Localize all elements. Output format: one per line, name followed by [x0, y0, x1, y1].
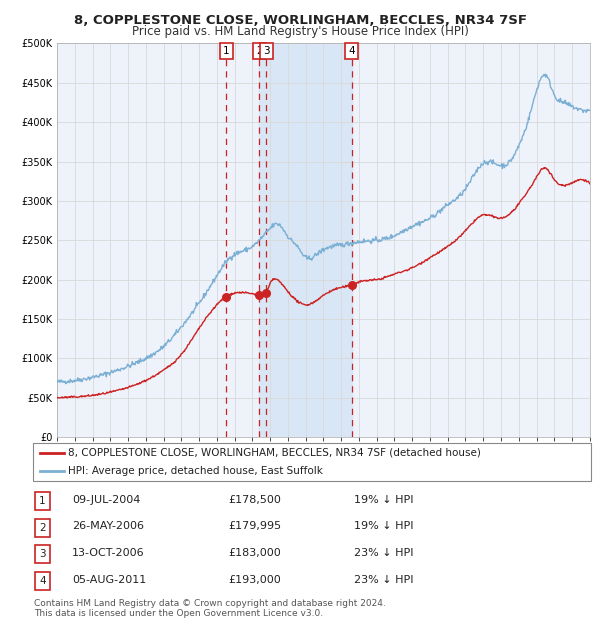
- Text: 8, COPPLESTONE CLOSE, WORLINGHAM, BECCLES, NR34 7SF: 8, COPPLESTONE CLOSE, WORLINGHAM, BECCLE…: [74, 14, 527, 27]
- Text: 4: 4: [349, 46, 355, 56]
- Text: 8, COPPLESTONE CLOSE, WORLINGHAM, BECCLES, NR34 7SF (detached house): 8, COPPLESTONE CLOSE, WORLINGHAM, BECCLE…: [68, 448, 481, 458]
- Text: 1: 1: [39, 496, 46, 506]
- Text: £193,000: £193,000: [228, 575, 281, 585]
- Text: Contains HM Land Registry data © Crown copyright and database right 2024.
This d: Contains HM Land Registry data © Crown c…: [34, 599, 386, 618]
- Text: 1: 1: [223, 46, 229, 56]
- Text: 23% ↓ HPI: 23% ↓ HPI: [354, 548, 413, 558]
- Text: 3: 3: [39, 549, 46, 559]
- Text: Price paid vs. HM Land Registry's House Price Index (HPI): Price paid vs. HM Land Registry's House …: [131, 25, 469, 38]
- Text: 2: 2: [39, 523, 46, 533]
- Bar: [259, 43, 352, 437]
- Text: £179,995: £179,995: [228, 521, 281, 531]
- Text: 3: 3: [263, 46, 270, 56]
- Text: 05-AUG-2011: 05-AUG-2011: [72, 575, 146, 585]
- Text: 19% ↓ HPI: 19% ↓ HPI: [354, 521, 413, 531]
- Text: 13-OCT-2006: 13-OCT-2006: [72, 548, 145, 558]
- Text: 23% ↓ HPI: 23% ↓ HPI: [354, 575, 413, 585]
- Text: 26-MAY-2006: 26-MAY-2006: [72, 521, 144, 531]
- Text: 4: 4: [39, 576, 46, 586]
- Text: £183,000: £183,000: [228, 548, 281, 558]
- Text: £178,500: £178,500: [228, 495, 281, 505]
- Text: HPI: Average price, detached house, East Suffolk: HPI: Average price, detached house, East…: [68, 466, 322, 476]
- Text: 2: 2: [256, 46, 263, 56]
- Text: 09-JUL-2004: 09-JUL-2004: [72, 495, 140, 505]
- Text: 19% ↓ HPI: 19% ↓ HPI: [354, 495, 413, 505]
